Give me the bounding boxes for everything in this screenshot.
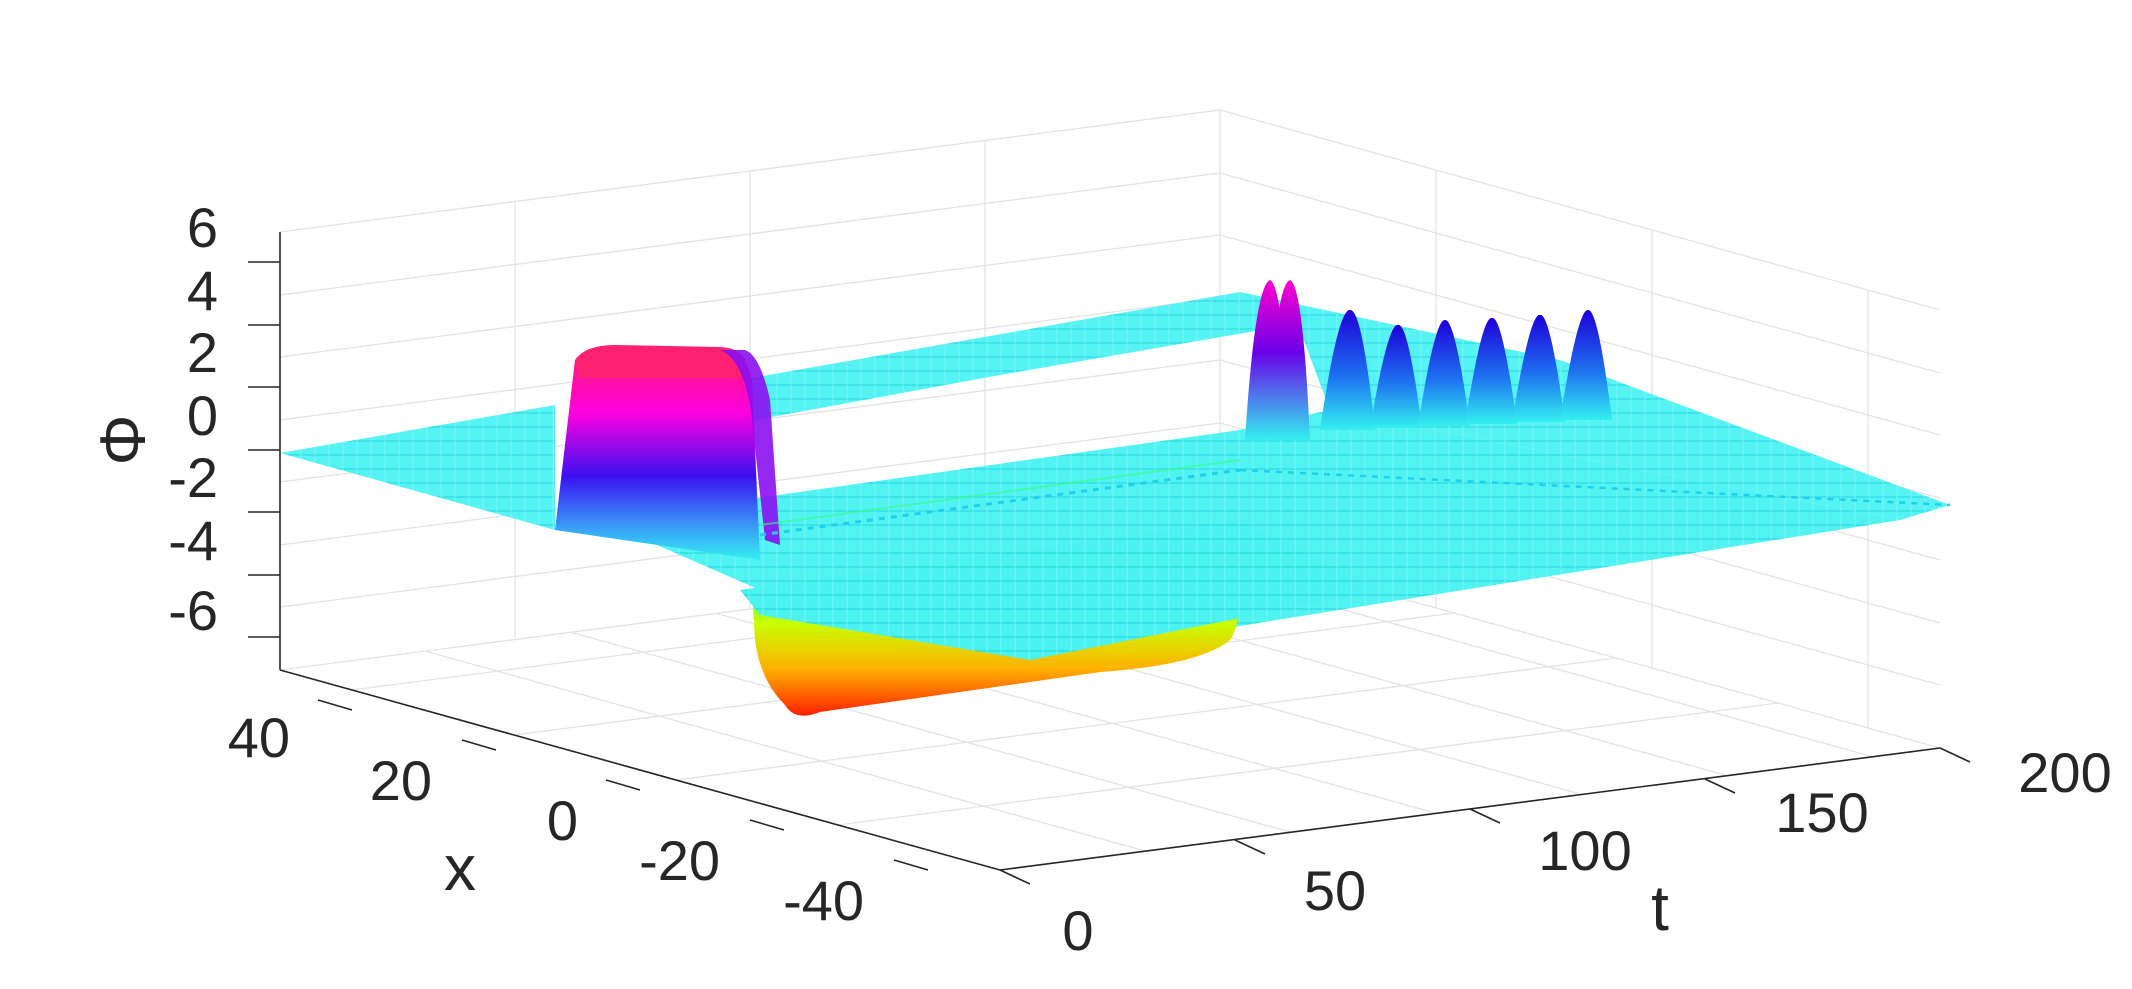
x-axis-line	[279, 669, 1001, 871]
t-axis-ticks: 0 50 100 150 200	[999, 741, 2112, 962]
t-tick-label: 150	[1775, 781, 1868, 844]
t-tick-label: 200	[2018, 741, 2111, 804]
z-tick-label: -4	[168, 509, 218, 572]
x-tick-label: 40	[228, 706, 290, 769]
t-tick-label: 0	[1062, 899, 1093, 962]
x-axis-ticks: 40 20 0 -20 -40	[228, 699, 929, 932]
t-tick-label: 50	[1304, 859, 1366, 922]
z-axis-label: Φ	[87, 414, 159, 465]
surface-mesh	[280, 280, 1951, 716]
t-tick-label: 100	[1538, 819, 1631, 882]
z-axis-ticks: 6 4 2 0 -2 -4 -6	[168, 196, 280, 642]
x-axis-label: x	[444, 832, 476, 904]
z-tick-label: -2	[168, 446, 218, 509]
z-tick-label: 4	[187, 259, 218, 322]
z-tick-label: -6	[168, 579, 218, 642]
x-tick-label: 0	[547, 789, 578, 852]
z-tick-label: 2	[187, 321, 218, 384]
z-tick-label: 0	[187, 384, 218, 447]
t-axis-label: t	[1651, 872, 1669, 944]
z-tick-label: 6	[187, 196, 218, 259]
x-tick-label: -40	[783, 869, 864, 932]
x-tick-label: -20	[639, 829, 720, 892]
x-tick-label: 20	[370, 749, 432, 812]
